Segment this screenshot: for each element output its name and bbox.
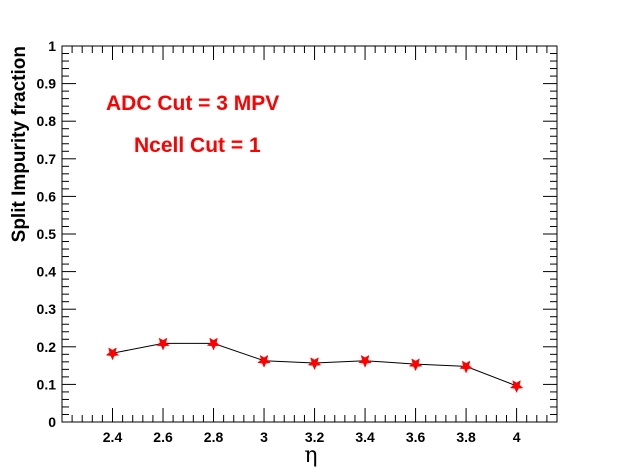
y-axis-ticks: 0 0.1 0.2 0.3 0.4 0.5 0.6 0.7 0.8 0.9 1 xyxy=(37,38,557,430)
y-tick-label: 0.6 xyxy=(37,188,57,204)
data-point-star xyxy=(257,354,271,368)
x-tick-label: 3.4 xyxy=(355,429,375,445)
x-tick-label: 2.4 xyxy=(103,429,123,445)
data-point-star xyxy=(156,337,170,351)
data-point-star xyxy=(358,354,372,368)
annotation-ncell-cut: Ncell Cut = 1 xyxy=(134,134,261,157)
annotation-adc-cut: ADC Cut = 3 MPV xyxy=(106,92,279,115)
y-tick-label: 0.4 xyxy=(37,264,57,280)
data-point-star xyxy=(307,357,322,371)
x-tick-label: 2.8 xyxy=(204,429,224,445)
y-tick-label: 0.7 xyxy=(37,151,57,167)
y-tick-label: 0 xyxy=(48,414,56,430)
y-tick-label: 0.2 xyxy=(37,339,57,355)
data-point-star xyxy=(105,347,120,361)
y-tick-label: 0.5 xyxy=(37,226,57,242)
series-layer xyxy=(105,337,524,394)
y-tick-label: 0.9 xyxy=(37,76,57,92)
data-point-star xyxy=(509,380,524,394)
y-tick-label: 0.3 xyxy=(37,301,57,317)
x-tick-label: 4 xyxy=(513,429,521,445)
x-axis-ticks: 2.4 2.6 2.8 3 3.2 3.4 3.6 3.8 4 xyxy=(61,46,558,445)
x-tick-label: 2.6 xyxy=(153,429,173,445)
x-tick-label: 3.6 xyxy=(406,429,426,445)
y-axis-title: Split Impurity fraction xyxy=(9,46,30,242)
data-point-star xyxy=(408,358,423,372)
x-tick-label: 3.8 xyxy=(456,429,476,445)
y-tick-label: 0.8 xyxy=(37,113,57,129)
y-tick-label: 0.1 xyxy=(37,376,57,392)
x-tick-label: 3.2 xyxy=(305,429,325,445)
data-point-star xyxy=(459,360,473,374)
x-axis-title: η xyxy=(304,443,317,468)
x-tick-label: 3 xyxy=(260,429,268,445)
y-tick-label: 1 xyxy=(48,38,56,54)
data-point-star xyxy=(206,337,221,351)
